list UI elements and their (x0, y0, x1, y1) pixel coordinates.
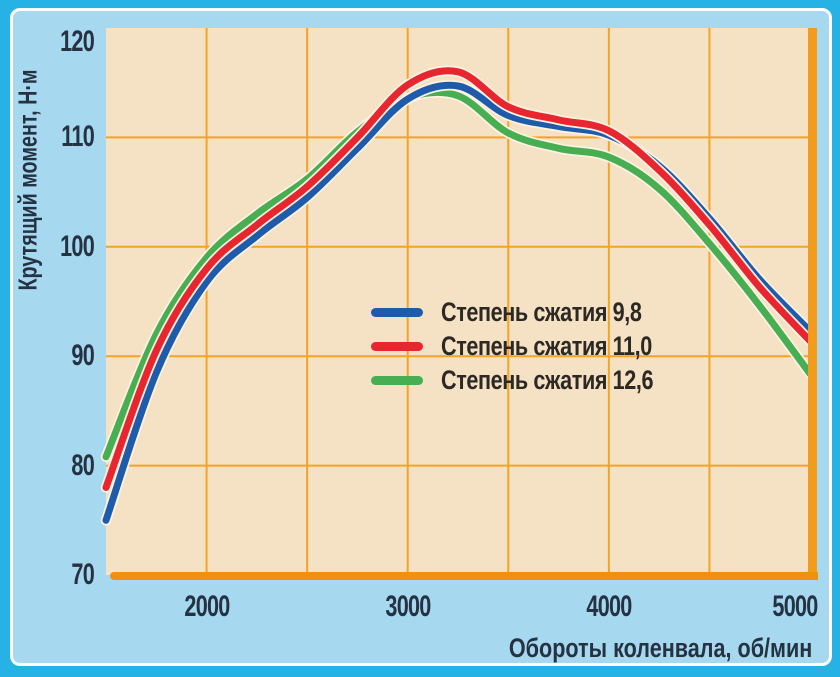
legend-label: Степень сжатия 11,0 (441, 331, 652, 361)
curve-compression-11-0 (102, 67, 814, 491)
y-tick-label: 80 (71, 448, 94, 482)
legend-label: Степень сжатия 9,8 (441, 297, 642, 327)
y-tick-label: 110 (61, 120, 94, 154)
legend-item: Степень сжатия 12,6 (371, 363, 706, 397)
y-tick-label: 120 (60, 25, 95, 58)
y-tick-label: 90 (71, 339, 94, 373)
legend-item: Степень сжатия 11,0 (371, 329, 706, 363)
x-tick-label: 4000 (586, 590, 632, 623)
y-tick-label: 100 (60, 229, 95, 263)
torque-curves-canvas (100, 28, 816, 575)
y-tick-label: 70 (71, 558, 94, 591)
curve-compression-12-6 (102, 88, 814, 461)
x-axis-line (110, 572, 818, 580)
x-axis-title: Обороты коленвала, об/мин (508, 633, 812, 663)
legend-swatch (371, 307, 423, 317)
legend-label: Степень сжатия 12,6 (441, 365, 654, 395)
y-axis-title: Крутящий момент, Н·м (12, 69, 43, 291)
x-tick-label: 2000 (183, 590, 230, 623)
x-tick-label: 5000 (772, 590, 818, 623)
legend-swatch (371, 375, 423, 385)
right-axis-line (808, 28, 817, 580)
legend-item: Степень сжатия 9,8 (371, 295, 706, 329)
x-tick-label: 3000 (385, 590, 431, 623)
plot-area (106, 28, 810, 575)
legend-swatch (371, 341, 423, 351)
legend: Степень сжатия 9,8 Степень сжатия 11,0 Сте… (371, 295, 706, 397)
